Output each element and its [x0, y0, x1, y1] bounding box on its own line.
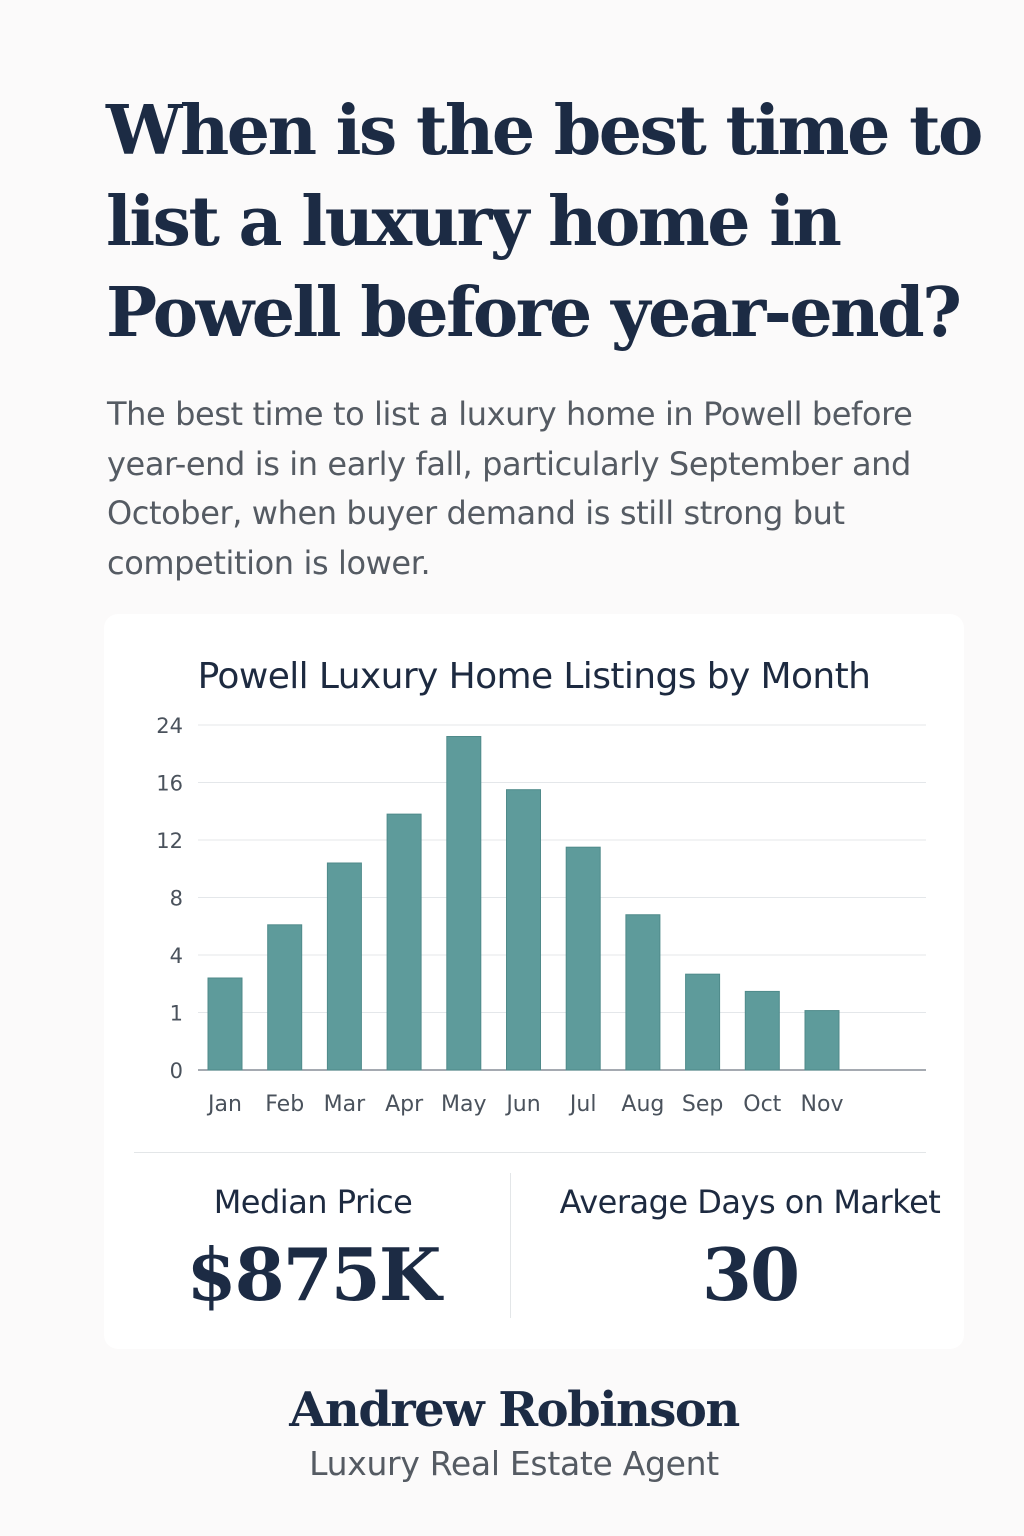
x-tick-label: Jul [568, 1092, 597, 1117]
y-tick-label: 4 [170, 944, 183, 968]
x-tick-label: May [441, 1092, 486, 1117]
days-on-market-value: 30 [701, 1232, 800, 1317]
x-tick-label: Mar [324, 1092, 366, 1117]
bar-sep [685, 973, 721, 1071]
bar-jun [506, 789, 541, 1071]
y-tick-label: 0 [170, 1059, 183, 1083]
agent-name: Andrew Robinson [289, 1382, 740, 1438]
x-tick-label: Feb [265, 1092, 304, 1117]
x-tick-label: Jun [504, 1092, 540, 1117]
agent-role: Luxury Real Estate Agent [309, 1444, 719, 1483]
bar-aug [625, 914, 661, 1071]
headline: When is the best time to list a luxury h… [106, 91, 983, 353]
bar-apr [386, 813, 422, 1071]
median-price-label: Median Price [213, 1183, 413, 1221]
y-tick-label: 12 [156, 829, 183, 853]
y-tick-label: 8 [170, 887, 183, 911]
stats-column-divider [510, 1173, 511, 1318]
y-tick-label: 16 [156, 772, 183, 796]
bar-mar [326, 862, 362, 1071]
x-tick-label: Oct [743, 1092, 781, 1117]
x-tick-label: Aug [621, 1092, 664, 1117]
bar-jan [207, 977, 243, 1071]
bar-feb [267, 924, 303, 1071]
median-price-value: $875K [186, 1232, 442, 1317]
stats-divider [134, 1152, 926, 1153]
bar-jul [565, 846, 601, 1071]
y-tick-label: 24 [156, 714, 183, 738]
x-tick-label: Apr [385, 1092, 424, 1117]
bar-oct [744, 990, 780, 1071]
bar-may [446, 736, 482, 1071]
y-tick-label: 1 [170, 1002, 183, 1026]
days-on-market-label: Average Days on Market [559, 1183, 941, 1221]
x-tick-label: Nov [801, 1092, 844, 1117]
x-tick-label: Jan [206, 1092, 242, 1117]
chart-title: Powell Luxury Home Listings by Month [197, 656, 871, 697]
intro-paragraph: The best time to list a luxury home in P… [107, 395, 913, 582]
bar-nov [804, 1010, 840, 1071]
x-tick-label: Sep [682, 1092, 723, 1117]
